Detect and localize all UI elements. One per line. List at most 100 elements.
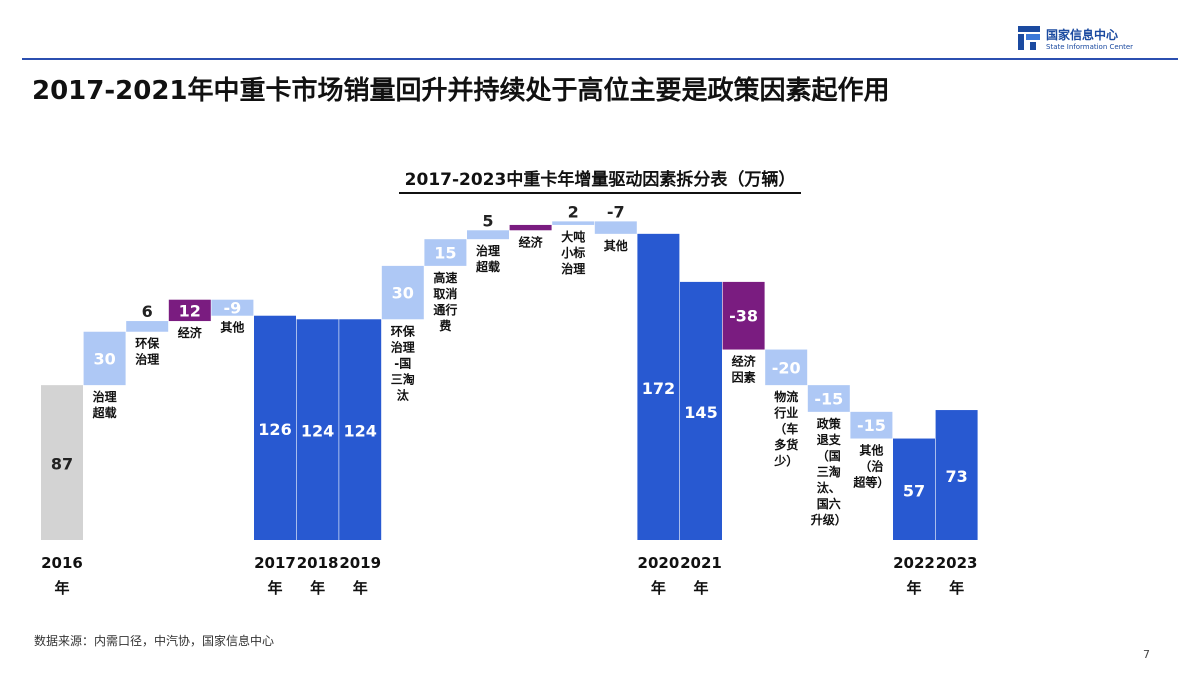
- data-label-21: 73: [945, 467, 967, 486]
- bar-20: [893, 438, 935, 540]
- logo-chinese-name: 国家信息中心: [1046, 28, 1119, 42]
- bar-17: [765, 349, 808, 386]
- factor-caption-1-1: 超载: [92, 405, 117, 420]
- factor-caption-11-0: 经济: [519, 234, 544, 249]
- factor-caption-16-0: 经济: [732, 354, 757, 369]
- data-label-6: 124: [301, 422, 334, 441]
- factor-caption-8-1: 治理: [391, 339, 415, 354]
- data-label-15: 145: [684, 403, 717, 422]
- factor-caption-12-0: 大吨: [561, 229, 585, 244]
- chart-title: 2017-2023中重卡年增量驱动因素拆分表（万辆）: [398, 170, 802, 194]
- data-label-5: 126: [258, 420, 291, 439]
- factor-caption-9-3: 费: [439, 318, 451, 333]
- data-label-3: 12: [179, 301, 201, 320]
- data-label-0: 87: [51, 455, 73, 474]
- factor-caption-12-1: 小标: [561, 245, 585, 260]
- x-tick-label-0-1: 年: [54, 579, 69, 597]
- factor-caption-8-0: 环保: [391, 323, 416, 338]
- x-tick-label-20-1: 年: [906, 579, 921, 597]
- factor-caption-2-0: 环保: [135, 336, 160, 351]
- bar-2: [126, 321, 169, 332]
- header-rule: [22, 58, 1178, 60]
- data-label-12: 2: [568, 202, 579, 221]
- bar-10: [467, 230, 509, 240]
- bar-13: [594, 221, 637, 234]
- factor-caption-4-0: 其他: [220, 320, 244, 335]
- x-tick-label-0-0: 2016: [41, 554, 83, 572]
- factor-caption-19-0: 其他: [859, 443, 883, 458]
- x-tick-label-7-1: 年: [353, 579, 368, 597]
- x-tick-label-21-1: 年: [949, 579, 964, 597]
- x-tick-label-15-0: 2021: [680, 554, 722, 572]
- bar-0: [41, 385, 83, 540]
- bar-3: [168, 299, 211, 322]
- data-label-8: 30: [392, 284, 414, 303]
- bar-21: [935, 410, 978, 540]
- factor-caption-8-3: 三淘: [391, 371, 415, 386]
- data-label-10: 5: [482, 211, 493, 230]
- factor-caption-18-5: 国六: [817, 496, 841, 511]
- x-tick-label-6-0: 2018: [297, 554, 339, 572]
- bar-12: [552, 221, 595, 225]
- factor-caption-10-0: 治理: [476, 243, 500, 258]
- factor-caption-19-1: （治: [859, 459, 883, 474]
- data-label-2: 6: [142, 302, 153, 321]
- factor-caption-12-2: 治理: [561, 261, 585, 276]
- bar-6: [296, 319, 339, 540]
- bar-5: [254, 315, 296, 540]
- page-title: 2017-2021年中重卡市场销量回升并持续处于高位主要是政策因素起作用: [32, 76, 890, 106]
- data-label-18: -15: [814, 389, 843, 408]
- factor-caption-17-2: （车: [774, 421, 798, 436]
- factor-caption-8-2: -国: [394, 356, 411, 370]
- data-label-9: 15: [434, 244, 456, 263]
- bar-16: [722, 281, 765, 350]
- x-tick-label-5-0: 2017: [254, 554, 296, 572]
- data-label-17: -20: [772, 358, 801, 377]
- factor-caption-18-1: 退支: [817, 432, 842, 447]
- bar-18: [807, 385, 850, 412]
- factor-caption-18-0: 政策: [817, 416, 842, 431]
- data-label-19: -15: [857, 416, 886, 435]
- data-label-16: -38: [729, 307, 758, 326]
- bar-19: [850, 411, 893, 439]
- page-number: 7: [1143, 648, 1150, 661]
- bar-14: [637, 233, 680, 540]
- data-label-4: -9: [224, 299, 242, 318]
- factor-caption-17-4: 少）: [773, 453, 798, 468]
- factor-caption-1-0: 治理: [93, 389, 117, 404]
- x-tick-label-14-0: 2020: [638, 554, 680, 572]
- bar-1: [83, 331, 126, 386]
- x-tick-label-5-1: 年: [267, 579, 282, 597]
- factor-caption-17-3: 多货: [774, 437, 798, 452]
- factor-caption-8-4: 汰: [397, 387, 410, 402]
- bar-15: [680, 281, 722, 540]
- factor-caption-18-2: （国: [817, 448, 841, 463]
- data-label-20: 57: [903, 481, 925, 500]
- factor-caption-2-1: 治理: [135, 352, 159, 367]
- bar-11: [509, 224, 552, 231]
- factor-caption-16-1: 因素: [732, 370, 756, 385]
- factor-caption-19-2: 超等）: [852, 475, 889, 490]
- data-label-7: 124: [343, 422, 376, 441]
- data-label-1: 30: [93, 349, 115, 368]
- state-information-center-logo: 国家信息中心 State Information Center: [1018, 24, 1168, 56]
- data-label-14: 172: [642, 379, 675, 398]
- bar-9: [424, 239, 467, 266]
- factor-caption-17-1: 行业: [773, 405, 798, 420]
- data-label-13: -7: [607, 202, 625, 221]
- factor-caption-9-0: 高速: [433, 270, 457, 285]
- x-tick-label-20-0: 2022: [893, 554, 935, 572]
- sic-logo-icon: [1018, 26, 1040, 50]
- factor-caption-18-6: 升级）: [811, 512, 847, 527]
- factor-caption-10-1: 超载: [475, 259, 500, 274]
- x-tick-label-15-1: 年: [693, 579, 708, 597]
- factor-caption-18-3: 三淘: [817, 464, 841, 479]
- factor-caption-13-0: 其他: [604, 238, 628, 253]
- factor-caption-3-0: 经济: [178, 325, 203, 340]
- x-tick-label-21-0: 2023: [936, 554, 978, 572]
- bar-7: [339, 319, 382, 540]
- factor-caption-9-2: 通行: [433, 302, 457, 317]
- x-tick-label-6-1: 年: [310, 579, 325, 597]
